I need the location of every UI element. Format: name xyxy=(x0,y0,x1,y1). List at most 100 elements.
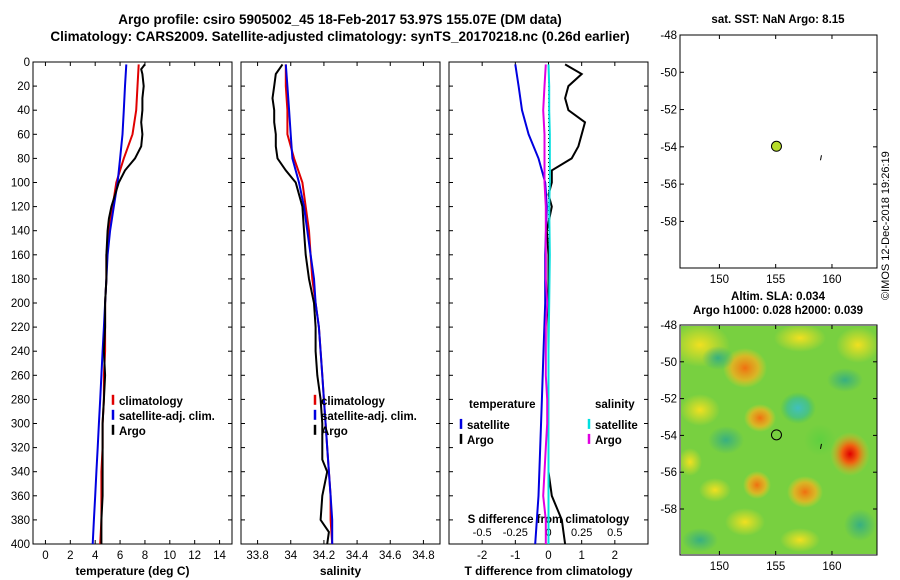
legend-label: satellite-adj. clim. xyxy=(119,411,215,423)
y-tick-label: 320 xyxy=(11,443,30,455)
profile-panel-1: 0204060801001201401601802002202402602803… xyxy=(11,57,233,578)
y-tick-label: 40 xyxy=(17,105,30,117)
plot-frame xyxy=(32,61,233,545)
legend-label: Argo xyxy=(595,435,622,447)
x-tick-label: 6 xyxy=(117,550,123,562)
heatmap-blob xyxy=(681,448,702,476)
lat-tick-label: -58 xyxy=(660,216,677,228)
series-line-argo xyxy=(271,63,330,545)
header-line1: Argo profile: csiro 5905002_45 18-Feb-20… xyxy=(118,12,562,27)
heatmap-blob xyxy=(804,424,836,456)
legend-header-salinity: salinity xyxy=(595,399,635,411)
series-line-salinity-satellite xyxy=(547,64,551,544)
top-x-tick-label: 0.5 xyxy=(607,527,622,539)
x-tick-label: 12 xyxy=(188,550,201,562)
y-tick-label: 100 xyxy=(11,178,30,190)
x-tick-label: 0 xyxy=(42,550,48,562)
y-tick-label: 0 xyxy=(24,57,30,69)
heatmap-blob xyxy=(708,426,744,454)
map-bottom-title1: Altim. SLA: 0.034 xyxy=(731,291,825,303)
x-tick-label: 1 xyxy=(578,550,584,562)
lat-tick-label: -50 xyxy=(660,357,677,369)
y-tick-label: 400 xyxy=(11,539,30,551)
lat-tick-label: -50 xyxy=(660,67,677,79)
y-tick-label: 360 xyxy=(11,491,30,503)
top-x-tick-label: 0.25 xyxy=(571,527,592,539)
heatmap-blob xyxy=(681,394,720,426)
x-tick-label: -1 xyxy=(510,550,520,562)
top-x-tick-label: -0.25 xyxy=(503,527,528,539)
y-tick-label: 200 xyxy=(11,298,30,310)
map-bottom-title2: Argo h1000: 0.028 h2000: 0.039 xyxy=(692,305,864,317)
track-mark xyxy=(819,443,822,449)
track-mark xyxy=(819,155,822,161)
map-top-title: sat. SST: NaN Argo: 8.15 xyxy=(711,14,845,26)
plot-frame xyxy=(240,61,441,545)
lon-tick-label: 160 xyxy=(822,274,841,286)
heatmap-blob xyxy=(743,471,771,499)
map-background xyxy=(680,35,877,268)
legend-label: Argo xyxy=(119,426,146,438)
y-tick-label: 260 xyxy=(11,370,30,382)
x-axis-label: salinity xyxy=(320,564,362,578)
y-tick-label: 340 xyxy=(11,467,30,479)
x-tick-label: 2 xyxy=(612,550,618,562)
y-tick-label: 300 xyxy=(11,419,30,431)
heatmap-blob xyxy=(780,528,820,552)
x-tick-label: 34.4 xyxy=(346,550,369,562)
header-line2: Climatology: CARS2009. Satellite-adjuste… xyxy=(50,29,630,44)
lat-tick-label: -52 xyxy=(660,394,677,406)
x-tick-label: 2 xyxy=(67,550,73,562)
lon-tick-label: 155 xyxy=(766,274,785,286)
top-x-tick-label: -0.5 xyxy=(473,527,492,539)
legend-label: satellite-adj. clim. xyxy=(321,411,417,423)
argo-position-marker xyxy=(770,140,782,152)
lat-tick-label: -56 xyxy=(660,467,677,479)
heatmap-blob xyxy=(827,368,863,392)
legend-label: climatology xyxy=(119,396,184,408)
lon-tick-label: 150 xyxy=(710,274,729,286)
heatmap-blob xyxy=(836,327,877,363)
legend-header-temperature: temperature xyxy=(469,399,535,411)
lon-tick-label: 150 xyxy=(710,561,729,573)
lat-tick-label: -52 xyxy=(660,105,677,117)
x-tick-label: 34.2 xyxy=(313,550,335,562)
lat-tick-label: -54 xyxy=(660,142,677,154)
y-tick-label: 80 xyxy=(17,153,30,165)
series-line-salinity-argo xyxy=(542,64,549,544)
heatmap-blob xyxy=(844,509,876,541)
lon-tick-label: 160 xyxy=(822,561,841,573)
sst-map: -48 -50 -52 -54 -56 -58 150 155 160 xyxy=(660,30,878,286)
heatmap-blob xyxy=(787,476,823,508)
lat-tick-label: -48 xyxy=(660,30,677,42)
y-tick-label: 380 xyxy=(11,515,30,527)
x-tick-label: 4 xyxy=(92,550,99,562)
argo-position-marker xyxy=(770,429,782,441)
y-tick-label: 20 xyxy=(17,81,30,93)
sla-heatmap xyxy=(681,326,877,554)
legend-label: satellite xyxy=(467,420,510,432)
x-tick-label: 33.8 xyxy=(246,550,268,562)
y-tick-label: 280 xyxy=(11,394,30,406)
lat-tick-label: -54 xyxy=(660,430,677,442)
heatmap-blob xyxy=(682,528,718,552)
lat-tick-label: -56 xyxy=(660,179,677,191)
x-tick-label: 0 xyxy=(545,550,551,562)
x-tick-label: 34.8 xyxy=(412,550,434,562)
profile-panel-2: 33.8 34 34.2 34.4 34.6 34.8 salinity climatolog… xyxy=(240,61,441,578)
y-tick-label: 220 xyxy=(11,322,30,334)
y-tick-label: 160 xyxy=(11,250,30,262)
heatmap-blob xyxy=(744,404,776,432)
y-tick-label: 240 xyxy=(11,346,30,358)
legend-label: satellite xyxy=(595,420,638,432)
x-tick-label: -2 xyxy=(477,550,487,562)
x-tick-label: 14 xyxy=(213,550,226,562)
x-axis-label: T difference from climatology xyxy=(464,564,632,578)
map-frame xyxy=(679,324,878,556)
x-axis-label: temperature (deg C) xyxy=(75,564,189,578)
x-tick-label: 34 xyxy=(284,550,297,562)
legend-label: Argo xyxy=(321,426,348,438)
heatmap-blob xyxy=(725,508,765,536)
y-tick-label: 180 xyxy=(11,274,30,286)
